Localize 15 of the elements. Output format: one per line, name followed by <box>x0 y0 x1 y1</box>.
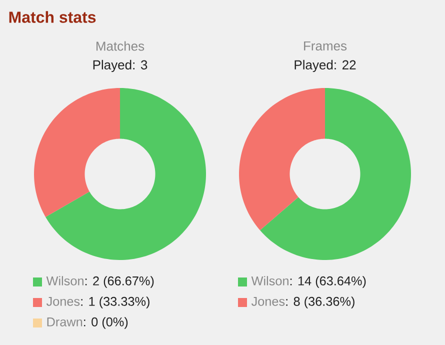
legend-label: Drawn <box>47 318 82 326</box>
text: : 0 (0%) <box>84 317 128 329</box>
text: Match stats <box>9 11 96 23</box>
data-label: : 1 (33.33%) <box>81 296 150 308</box>
data-label: : 2 (66.67%) <box>85 276 154 288</box>
chart-title: Frames <box>304 41 347 51</box>
chart-subtitle: Played: 3 <box>93 60 148 72</box>
chart-subtitle: Played: 22 <box>294 60 356 72</box>
data-label: : 8 (36.36%) <box>286 296 354 308</box>
legend-label: Wilson <box>251 276 288 286</box>
chart-title: Matches <box>96 41 144 51</box>
legend-label: Wilson <box>46 276 84 286</box>
data-label: : 14 (63.64%) <box>290 276 366 288</box>
legend-label: Jones <box>251 297 285 306</box>
legend-label: Jones <box>46 297 80 306</box>
